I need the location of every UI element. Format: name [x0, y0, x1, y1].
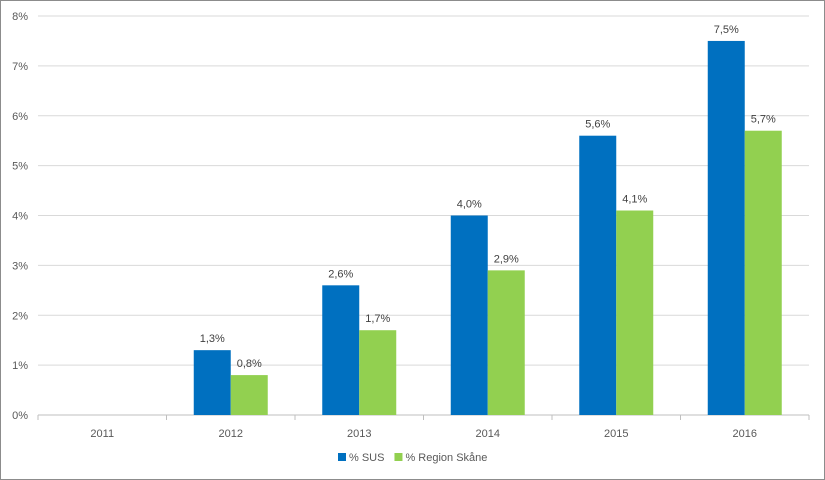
x-tick-label: 2016 [733, 428, 757, 440]
y-tick-label: 5% [12, 161, 28, 173]
x-tick-label: 2011 [90, 428, 114, 440]
y-tick-label: 7% [12, 61, 28, 73]
bar [707, 40, 745, 415]
data-label: 5,6% [585, 119, 610, 131]
bar [359, 330, 397, 415]
y-tick-label: 0% [12, 410, 28, 422]
data-label: 0,8% [237, 358, 262, 370]
bar [322, 285, 360, 415]
bar [744, 130, 782, 415]
y-tick-label: 1% [12, 360, 28, 372]
data-label: 2,9% [494, 253, 519, 265]
x-tick-label: 2015 [604, 428, 628, 440]
bar [230, 375, 268, 415]
data-label: 4,1% [622, 194, 647, 206]
x-tick-label: 2014 [476, 428, 500, 440]
x-tick-label: 2013 [347, 428, 371, 440]
legend-label: % Region Skåne [405, 452, 487, 464]
bar [616, 210, 654, 415]
bar [579, 135, 617, 415]
bar [487, 270, 525, 415]
y-tick-label: 4% [12, 211, 28, 223]
data-label: 2,6% [328, 268, 353, 280]
legend-swatch [338, 453, 346, 461]
data-label: 1,7% [365, 313, 390, 325]
y-tick-label: 2% [12, 310, 28, 322]
y-tick-label: 6% [12, 111, 28, 123]
bar [450, 215, 488, 415]
legend-swatch [394, 453, 403, 461]
x-tick-label: 2012 [219, 428, 243, 440]
data-label: 5,7% [751, 114, 776, 126]
y-tick-label: 8% [12, 11, 28, 23]
data-label: 4,0% [457, 199, 482, 211]
legend-label: % SUS [349, 452, 384, 464]
y-tick-label: 3% [12, 260, 28, 272]
bar [193, 350, 231, 415]
data-label: 7,5% [714, 24, 739, 36]
data-label: 1,3% [200, 333, 225, 345]
